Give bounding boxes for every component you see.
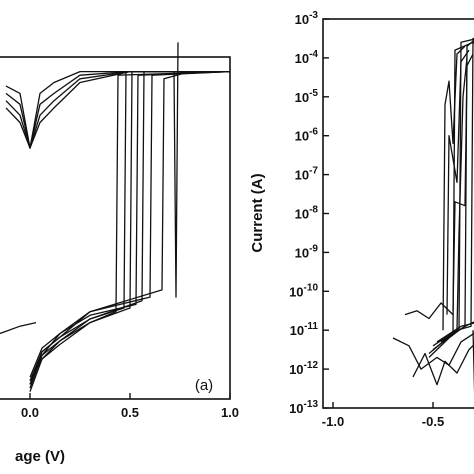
panel-a-x-tick-label-1: 0.5 [121,405,139,420]
panel-b-y-tick-label-7: 10-10 [289,282,318,299]
panel-b: -1.0 -0.5 10-310-410-510-610-710-810-910-… [249,10,474,429]
panel-b-y-tick-label-0: 10-3 [295,10,319,27]
panel-b-y-tick-label-10: 10-13 [289,399,318,416]
panel-b-series-line-11 [412,343,474,386]
panel-a: 0.0 0.5 1.0 (a) age (V) [0,42,239,465]
panel-a-x-axis-title: age (V) [15,448,65,465]
panel-b-series-line-4 [436,322,474,343]
panel-b-y-tick-label-4: 10-7 [295,166,319,183]
panel-b-series-line-10 [392,332,474,370]
panel-a-series-line-3 [5,70,230,149]
panel-b-series-line-5 [440,321,474,343]
panel-a-series-line-11 [173,42,179,298]
panel-b-y-tick-label-9: 10-12 [289,360,318,377]
panel-a-series-group [0,42,231,392]
panel-b-y-axis-title: Current (A) [249,173,266,252]
panel-a-label: (a) [195,377,213,394]
panel-b-y-ticks: 10-3 10-4 10-5 10-6 10-7 10-8 10-9 10-10 10-11 10… [289,10,329,416]
panel-b-x-tick-label-0: -1.0 [322,414,344,429]
panel-a-series-line-12 [0,321,37,335]
panel-b-x-ticks: -1.0 -0.5 [322,402,444,429]
panel-b-series-line-7 [446,49,470,315]
panel-b-series-line-12 [404,302,454,320]
panel-a-series-line-10 [29,70,230,385]
panel-b-series-line-6 [442,45,466,331]
panel-b-y-tick-label-3: 10-6 [295,127,319,144]
panel-a-x-tick-label-0: 0.0 [21,405,39,420]
panel-a-series-line-7 [29,70,231,378]
panel-a-x-tick-label-2: 1.0 [221,405,239,420]
panel-b-series-line-9 [456,57,468,331]
panel-a-frame [0,56,231,400]
panel-a-x-ticks: 0.0 0.5 1.0 [21,393,239,420]
panel-b-y-tick-label-2: 10-5 [295,88,319,105]
panel-b-frame [322,18,474,409]
panel-b-x-tick-label-1: -0.5 [422,414,444,429]
panel-a-series-line-8 [29,70,230,392]
panel-b-y-tick-label-8: 10-11 [290,321,319,338]
panel-b-y-tick-label-6: 10-9 [295,243,319,260]
panel-b-y-tick-label-5: 10-8 [295,205,319,222]
panel-b-series-line-8 [452,53,474,311]
panel-b-series-line-3 [432,37,474,347]
panel-b-series-group [392,37,474,395]
panel-b-y-tick-label-1: 10-4 [295,49,319,66]
